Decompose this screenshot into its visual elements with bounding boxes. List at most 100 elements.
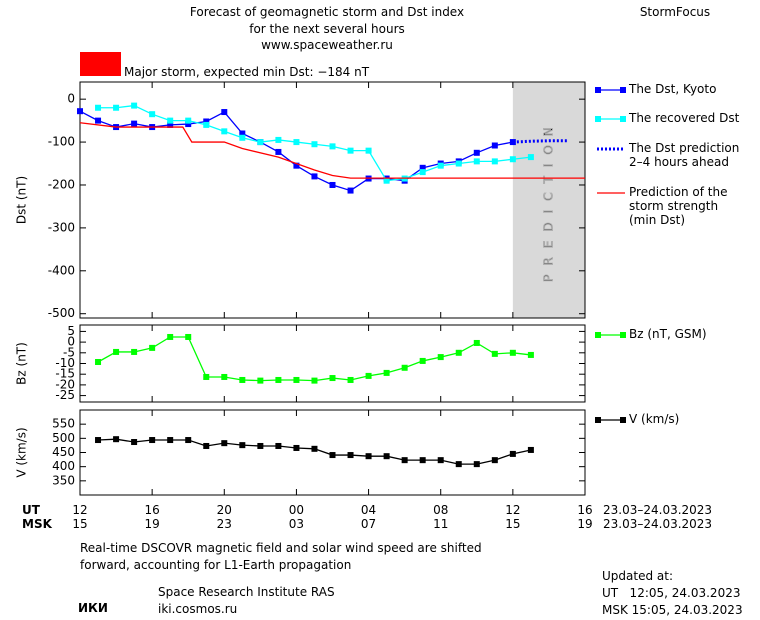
data-point <box>221 128 228 135</box>
updated-title: Updated at: <box>602 569 673 583</box>
data-point <box>437 162 444 169</box>
legend-swatch <box>620 417 626 423</box>
data-point <box>347 376 354 383</box>
data-point <box>509 349 516 356</box>
y-tick-label: 500 <box>52 431 75 445</box>
y-tick-label: -20 <box>55 377 75 391</box>
site: iki.cosmos.ru <box>158 602 237 616</box>
y-tick-label: -500 <box>48 306 75 320</box>
y-tick-label: 400 <box>52 459 75 473</box>
x-tick-label-msk: 15 <box>505 517 520 531</box>
data-point <box>455 349 462 356</box>
data-point <box>149 437 156 444</box>
data-point <box>131 439 138 446</box>
data-point <box>239 442 246 449</box>
data-point <box>293 139 300 146</box>
y-tick-label: -100 <box>48 135 75 149</box>
footer-note: forward, accounting for L1-Earth propaga… <box>80 558 351 572</box>
x-tick-label: 16 <box>145 503 160 517</box>
data-point <box>329 452 336 459</box>
updated-msk: MSK 15:05, 24.03.2023 <box>602 603 743 617</box>
data-point <box>491 457 498 464</box>
footer-note: Real-time DSCOVR magnetic field and sola… <box>80 541 482 555</box>
y-axis-label: Bz (nT) <box>15 342 29 385</box>
data-point <box>509 156 516 163</box>
date-label: 23.03–24.03.2023 <box>603 503 712 517</box>
data-point <box>329 181 336 188</box>
data-point <box>95 104 102 111</box>
legend-swatch <box>620 116 626 122</box>
x-tick-label-msk: 19 <box>145 517 160 531</box>
data-point <box>167 437 174 444</box>
data-point <box>185 333 192 340</box>
x-tick-label-msk: 07 <box>361 517 376 531</box>
data-point <box>239 130 246 137</box>
data-point <box>473 149 480 156</box>
y-tick-label: 0 <box>67 92 75 106</box>
data-point <box>491 142 498 149</box>
data-point <box>203 118 210 125</box>
logo: ИКИ <box>78 601 108 615</box>
ut-label: UT <box>22 503 41 517</box>
data-point <box>311 445 318 452</box>
data-point <box>455 160 462 167</box>
data-point <box>383 369 390 376</box>
x-tick-label: 12 <box>72 503 87 517</box>
x-tick-label: 12 <box>505 503 520 517</box>
data-point <box>239 376 246 383</box>
legend-swatch <box>620 332 626 338</box>
legend-label: Prediction of the storm strength (min Ds… <box>629 185 728 227</box>
data-point <box>203 442 210 449</box>
x-tick-label: 00 <box>289 503 304 517</box>
data-point <box>95 437 102 444</box>
data-point <box>239 134 246 141</box>
y-tick-label: 350 <box>52 473 75 487</box>
legend-label: V (km/s) <box>629 412 680 426</box>
y-tick-label: 5 <box>67 324 75 338</box>
legend-label: Bz (nT, GSM) <box>629 327 707 341</box>
data-point <box>257 377 264 384</box>
data-point <box>311 141 318 148</box>
legend-swatch <box>620 87 626 93</box>
data-point <box>419 357 426 364</box>
data-point <box>293 162 300 169</box>
x-tick-label: 20 <box>217 503 232 517</box>
data-point <box>203 121 210 128</box>
x-tick-label-msk: 19 <box>577 517 592 531</box>
title-line: Forecast of geomagnetic storm and Dst in… <box>190 5 464 19</box>
data-line <box>97 336 531 382</box>
data-point <box>149 111 156 118</box>
plot-frame <box>79 324 586 403</box>
data-point <box>509 450 516 457</box>
data-point <box>437 354 444 361</box>
data-point <box>437 457 444 464</box>
data-point <box>257 442 264 449</box>
data-point <box>491 350 498 357</box>
data-point <box>293 444 300 451</box>
data-point <box>113 104 120 111</box>
data-point <box>401 364 408 371</box>
storm-label: Major storm, expected min Dst: −184 nT <box>124 65 370 79</box>
data-point <box>185 437 192 444</box>
data-point <box>203 373 210 380</box>
data-point <box>131 120 138 127</box>
data-point <box>527 446 534 453</box>
institute: Space Research Institute RAS <box>158 585 335 599</box>
data-point <box>329 375 336 382</box>
data-point <box>167 117 174 124</box>
data-point <box>527 154 534 161</box>
x-tick-label: 16 <box>577 503 592 517</box>
prediction-region <box>512 82 585 318</box>
storm-box <box>80 52 121 76</box>
title-line: for the next several hours <box>249 22 405 36</box>
data-point <box>491 158 498 165</box>
x-tick-label-msk: 11 <box>433 517 448 531</box>
data-point <box>311 173 318 180</box>
updated-ut: UT 12:05, 24.03.2023 <box>602 586 740 600</box>
data-point <box>419 457 426 464</box>
data-point <box>347 147 354 154</box>
legend-swatch <box>595 417 601 423</box>
y-tick-label: -25 <box>55 388 75 402</box>
